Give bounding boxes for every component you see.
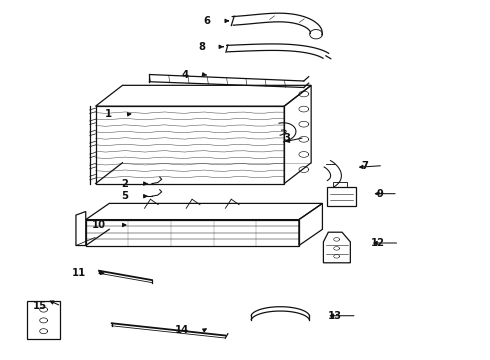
- Text: 9: 9: [376, 189, 383, 199]
- Text: 5: 5: [122, 191, 128, 201]
- Text: 11: 11: [72, 268, 86, 278]
- Text: 14: 14: [174, 325, 189, 336]
- Text: 2: 2: [122, 179, 128, 189]
- Text: 3: 3: [283, 132, 290, 143]
- Text: 1: 1: [104, 109, 112, 120]
- Text: 8: 8: [199, 42, 206, 52]
- Text: 12: 12: [370, 238, 385, 248]
- Text: 6: 6: [204, 16, 211, 26]
- Text: 15: 15: [32, 301, 47, 311]
- Text: 4: 4: [181, 69, 189, 80]
- Text: 13: 13: [328, 311, 342, 321]
- Text: 7: 7: [362, 161, 368, 171]
- Text: 10: 10: [91, 220, 105, 230]
